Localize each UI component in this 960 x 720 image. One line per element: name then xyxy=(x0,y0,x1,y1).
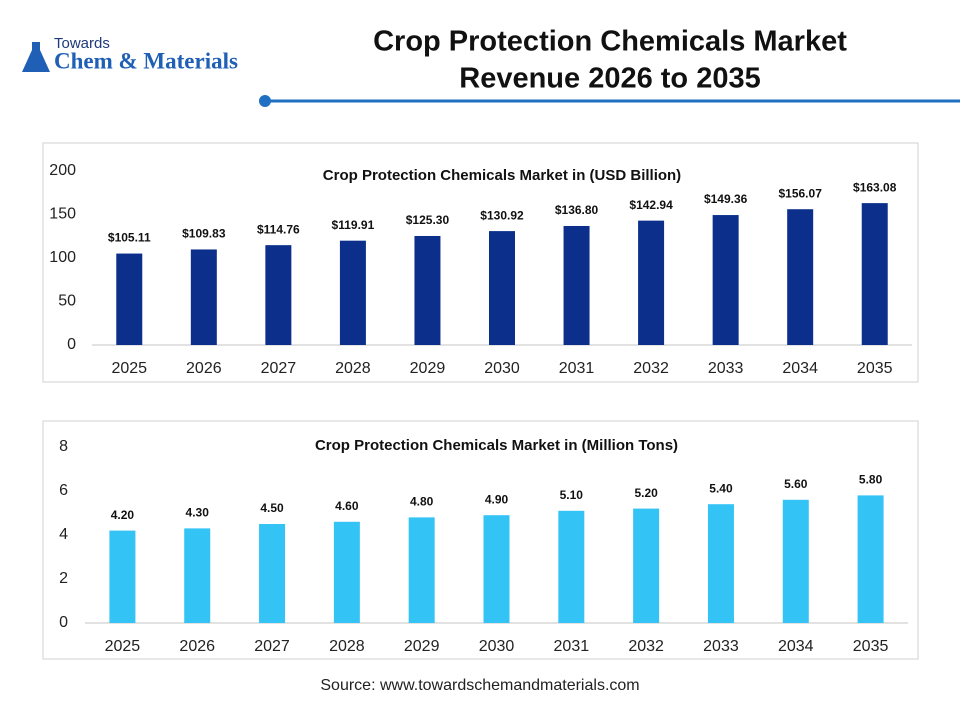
page-title: Revenue 2026 to 2035 xyxy=(459,63,760,95)
x-tick-label: 2027 xyxy=(254,638,290,655)
x-tick-label: 2030 xyxy=(484,360,520,377)
value-label: $105.11 xyxy=(108,231,151,245)
bar xyxy=(333,521,360,623)
bar xyxy=(787,209,814,345)
x-tick-label: 2030 xyxy=(479,638,515,655)
value-label: $119.91 xyxy=(332,218,375,232)
bar xyxy=(408,517,435,623)
bar xyxy=(265,245,292,345)
chart-title: Crop Protection Chemicals Market in (Mil… xyxy=(315,437,678,454)
chart-frame xyxy=(42,142,919,383)
y-tick-label: 8 xyxy=(59,438,68,455)
bar xyxy=(638,220,665,345)
x-tick-label: 2025 xyxy=(111,360,147,377)
x-tick-label: 2034 xyxy=(778,638,814,655)
logo-main: Chem & Materials xyxy=(54,48,238,73)
y-tick-label: 50 xyxy=(58,293,76,310)
value-label: 5.20 xyxy=(634,486,658,500)
x-tick-label: 2034 xyxy=(782,360,818,377)
x-tick-label: 2035 xyxy=(853,638,889,655)
value-label: 4.90 xyxy=(485,492,509,506)
bar xyxy=(563,225,590,345)
x-tick-label: 2026 xyxy=(179,638,215,655)
x-tick-label: 2031 xyxy=(559,360,595,377)
x-tick-label: 2027 xyxy=(261,360,297,377)
x-tick-label: 2026 xyxy=(186,360,222,377)
x-tick-label: 2031 xyxy=(554,638,590,655)
chart-title: Crop Protection Chemicals Market in (USD… xyxy=(323,167,681,184)
y-tick-label: 150 xyxy=(49,206,76,223)
bar xyxy=(116,253,143,345)
logo-icon xyxy=(22,42,50,72)
y-tick-label: 0 xyxy=(67,336,76,353)
value-label: $136.80 xyxy=(555,203,599,217)
bar xyxy=(782,499,809,623)
bar xyxy=(184,528,211,623)
value-label: 5.80 xyxy=(859,473,883,487)
bar xyxy=(109,530,136,623)
y-tick-label: 4 xyxy=(59,526,68,543)
bar xyxy=(339,240,366,345)
source: Source: www.towardschemandmaterials.com xyxy=(320,677,639,694)
value-label: $163.08 xyxy=(853,180,897,194)
x-tick-label: 2032 xyxy=(628,638,664,655)
value-label: $114.76 xyxy=(257,222,300,236)
bar xyxy=(558,510,585,623)
bar xyxy=(259,524,286,623)
bar xyxy=(414,235,441,345)
value-label: $149.36 xyxy=(704,192,748,206)
value-label: 4.80 xyxy=(410,495,434,509)
value-label: 5.40 xyxy=(709,481,733,495)
value-label: 4.50 xyxy=(260,501,284,515)
bar xyxy=(489,231,515,345)
x-tick-label: 2028 xyxy=(335,360,371,377)
value-label: 4.60 xyxy=(335,499,359,513)
bar xyxy=(712,215,739,345)
value-label: 5.60 xyxy=(784,477,808,491)
bar xyxy=(857,495,884,623)
value-label: $109.83 xyxy=(182,227,226,241)
bar xyxy=(707,504,734,623)
x-tick-label: 2033 xyxy=(708,360,744,377)
value-label: $130.92 xyxy=(480,208,524,222)
x-tick-label: 2032 xyxy=(633,360,669,377)
logo: Towards Chem & Materials xyxy=(22,35,238,73)
value-label: 5.10 xyxy=(560,488,584,502)
page-title: Crop Protection Chemicals Market xyxy=(373,26,847,58)
bar xyxy=(861,203,888,345)
header-dot xyxy=(259,95,271,107)
value-label: $156.07 xyxy=(778,186,822,200)
y-tick-label: 2 xyxy=(59,570,68,587)
x-tick-label: 2025 xyxy=(105,638,141,655)
bar xyxy=(190,249,217,345)
value-label: 4.30 xyxy=(186,506,210,520)
value-label: $125.30 xyxy=(406,213,450,227)
y-tick-label: 200 xyxy=(49,162,76,179)
value-label: 4.20 xyxy=(111,508,135,522)
x-tick-label: 2028 xyxy=(329,638,365,655)
y-tick-label: 0 xyxy=(59,614,68,631)
bar xyxy=(483,515,510,623)
y-tick-label: 6 xyxy=(59,482,68,499)
x-tick-label: 2033 xyxy=(703,638,739,655)
bar xyxy=(633,508,660,623)
x-tick-label: 2029 xyxy=(410,360,446,377)
x-tick-label: 2035 xyxy=(857,360,893,377)
y-tick-label: 100 xyxy=(49,249,76,266)
value-label: $142.94 xyxy=(629,198,673,212)
logo-top: Towards xyxy=(54,35,110,52)
x-tick-label: 2029 xyxy=(404,638,440,655)
